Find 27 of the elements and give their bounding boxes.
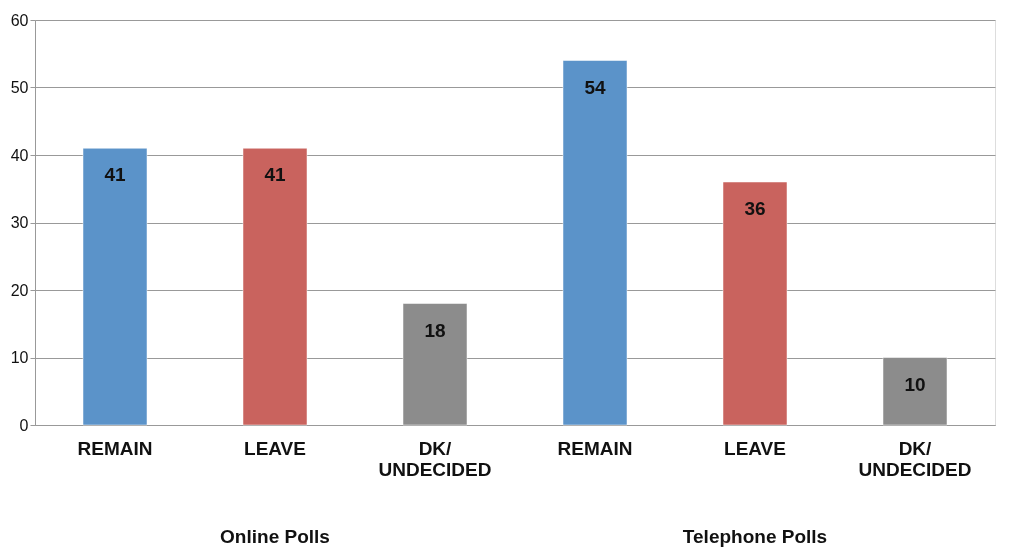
data-label: 10 (904, 373, 926, 395)
data-label: 18 (424, 319, 446, 341)
y-tick-label: 30 (10, 214, 29, 231)
x-tick-label: DK/UNDECIDED (378, 437, 492, 480)
text: Telephone Polls (682, 526, 828, 547)
y-tick-label: 40 (10, 146, 29, 164)
data-label: 41 (264, 164, 286, 186)
x-tick-label: REMAIN (77, 437, 153, 459)
y-tick-label: 10 (10, 349, 29, 366)
bar (722, 181, 788, 426)
data-label: 41 (104, 164, 126, 186)
bar (402, 303, 468, 426)
x-tick-label: REMAIN (557, 437, 633, 459)
bar (562, 60, 628, 426)
bar (242, 148, 308, 426)
data-label: 54 (584, 76, 606, 98)
y-tick-label: 50 (10, 79, 29, 96)
text: Online Polls (220, 526, 330, 547)
y-tick-label: 20 (10, 281, 29, 299)
data-label: 36 (744, 198, 766, 219)
bar (82, 148, 148, 426)
y-tick-label: 0 (19, 416, 29, 434)
x-tick-label: LEAVE (244, 437, 306, 459)
y-tick-label: 60 (10, 11, 29, 29)
x-tick-label: LEAVE (724, 437, 786, 459)
bar (882, 357, 948, 426)
x-tick-label: DK/UNDECIDED (858, 437, 972, 480)
